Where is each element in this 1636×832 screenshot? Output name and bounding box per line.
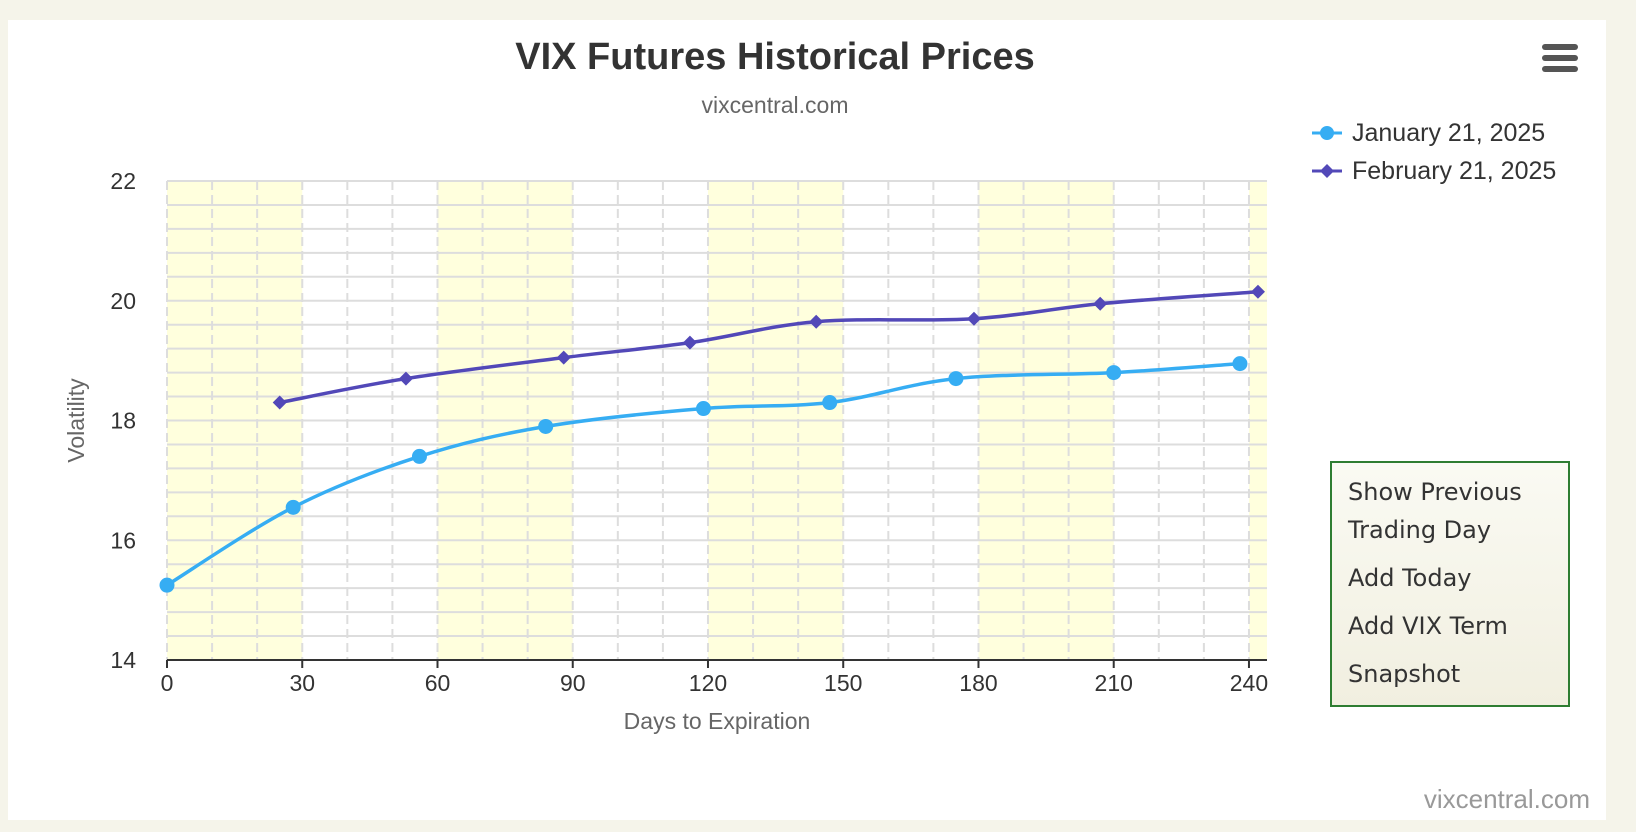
legend-item-february[interactable]: February 21, 2025 xyxy=(1310,156,1556,186)
data-point-february xyxy=(272,395,287,410)
y-tick-label: 20 xyxy=(110,288,136,314)
data-point-january xyxy=(1232,356,1248,372)
data-point-february xyxy=(398,371,413,386)
y-tick-label: 14 xyxy=(110,647,136,673)
x-tick-label: 120 xyxy=(689,670,727,696)
data-point-january xyxy=(538,418,554,434)
legend-diamond-icon xyxy=(1312,164,1342,178)
add-vix-term-button[interactable]: Add VIX Term xyxy=(1348,612,1508,640)
data-point-january xyxy=(285,499,301,515)
x-axis-title: Days to Expiration xyxy=(624,708,811,734)
data-point-january xyxy=(159,577,175,593)
hamburger-menu-icon[interactable] xyxy=(1542,44,1578,76)
data-point-january xyxy=(1106,365,1122,381)
show-previous-trading-day-button[interactable]: Show Previous Trading Day xyxy=(1348,478,1522,544)
snapshot-button[interactable]: Snapshot xyxy=(1348,660,1461,688)
x-tick-label: 240 xyxy=(1230,670,1268,696)
data-point-february xyxy=(1093,296,1108,311)
chart-title: VIX Futures Historical Prices xyxy=(515,36,1035,78)
series-line-february xyxy=(279,290,1259,405)
x-tick-label: 180 xyxy=(959,670,997,696)
x-tick-label: 30 xyxy=(289,670,315,696)
chart-options-menu: Show Previous Trading Day Add Today Add … xyxy=(1330,461,1570,707)
legend-circle-icon xyxy=(1312,126,1342,140)
y-tick-label: 16 xyxy=(110,527,136,553)
chart-subtitle: vixcentral.com xyxy=(701,92,849,118)
x-tick-label: 210 xyxy=(1095,670,1133,696)
data-point-january xyxy=(695,401,711,417)
legend-label-january: January 21, 2025 xyxy=(1352,118,1546,147)
data-point-february xyxy=(556,350,571,365)
data-point-february xyxy=(682,335,697,350)
x-tick-label: 0 xyxy=(161,670,174,696)
x-tick-label: 60 xyxy=(425,670,451,696)
data-point-january xyxy=(822,395,838,411)
credit-text: vixcentral.com xyxy=(1423,784,1590,814)
y-axis-title: Volatility xyxy=(63,378,89,463)
y-tick-label: 18 xyxy=(110,408,136,434)
data-point-february xyxy=(966,311,981,326)
legend-label-february: February 21, 2025 xyxy=(1352,156,1557,185)
add-today-button[interactable]: Add Today xyxy=(1348,564,1472,592)
x-tick-label: 150 xyxy=(824,670,862,696)
x-tick-label: 90 xyxy=(560,670,586,696)
data-point-january xyxy=(948,371,964,387)
data-point-january xyxy=(411,448,427,464)
y-tick-label: 22 xyxy=(110,168,136,194)
data-point-february xyxy=(809,314,824,329)
legend-item-january[interactable]: January 21, 2025 xyxy=(1310,118,1545,148)
data-point-february xyxy=(1250,284,1265,299)
